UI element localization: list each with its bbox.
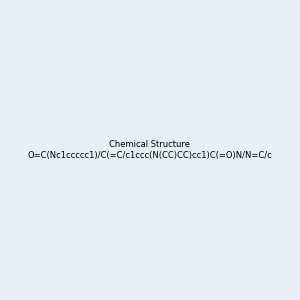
Text: Chemical Structure
O=C(Nc1ccccc1)/C(=C/c1ccc(N(CC)CC)cc1)C(=O)N/N=C/c: Chemical Structure O=C(Nc1ccccc1)/C(=C/c… — [28, 140, 272, 160]
